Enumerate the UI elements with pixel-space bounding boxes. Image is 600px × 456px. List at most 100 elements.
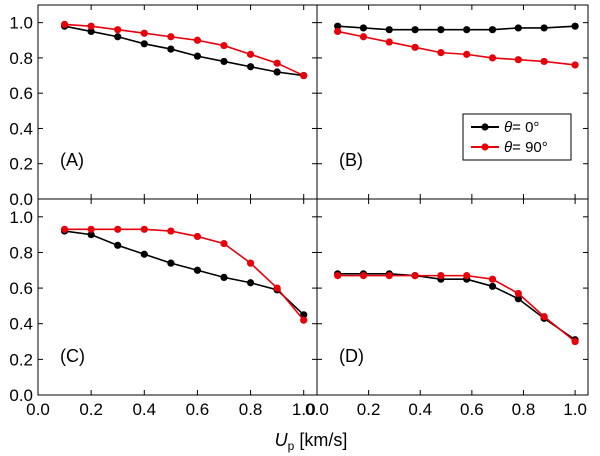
x-axis-title-sub: p <box>288 439 295 453</box>
y-tick-label: 0.4 <box>9 315 33 334</box>
y-tick-label: 0.8 <box>9 243 33 262</box>
data-point <box>334 272 342 280</box>
data-point <box>488 282 497 290</box>
legend-marker-0 <box>481 123 489 131</box>
data-point <box>273 68 281 76</box>
x-tick-label: 0.4 <box>132 400 156 419</box>
panel-2: 0.0 0.2 0.4 0.6 0.8 1.0 0.0 0.2 0.4 0.6 0.8 1.0 (C) <box>9 198 318 419</box>
data-point <box>167 259 175 267</box>
data-point <box>437 272 445 280</box>
y-tick-label: 0.2 <box>9 350 33 369</box>
data-point <box>140 225 148 233</box>
x-tick-label: 0.0 <box>305 400 329 419</box>
series-line-1 <box>337 30 576 66</box>
data-point <box>571 337 579 346</box>
series-line-1 <box>64 228 305 321</box>
y-tick-label: 0.0 <box>9 386 33 405</box>
data-point <box>514 24 522 32</box>
data-point <box>334 27 342 36</box>
data-point <box>193 232 202 241</box>
legend: θ= 0° θ= 90° <box>462 113 572 161</box>
data-point <box>246 63 255 71</box>
data-point <box>359 24 368 32</box>
x-tick-label: 0.2 <box>357 400 381 419</box>
y-tick-label: 0.6 <box>9 279 33 298</box>
data-point <box>437 49 445 57</box>
x-tick-label: 1.0 <box>292 400 316 419</box>
y-tick-label: 0.8 <box>9 49 33 68</box>
plot-layer: 0.0 0.2 0.4 0.6 0.8 1.0 (A) (B) 0.0 0.2 0.4 0.6 0.8 1… <box>9 4 589 419</box>
series-line-0 <box>337 25 576 31</box>
legend-entry-1: θ= 90° <box>504 139 548 156</box>
data-point <box>300 316 308 324</box>
data-point <box>359 272 368 280</box>
series-line-0 <box>64 25 304 77</box>
panel-label-0: (A) <box>60 150 84 170</box>
x-axis-title-main: U <box>275 430 289 450</box>
x-tick-label: 0.0 <box>26 400 50 419</box>
data-point <box>488 54 497 62</box>
data-point <box>220 41 228 50</box>
legend-text-1: = 90° <box>512 139 548 156</box>
data-point <box>60 225 69 233</box>
data-point <box>167 45 175 53</box>
data-point <box>220 239 228 248</box>
data-point <box>437 26 445 34</box>
series-line-1 <box>64 23 305 77</box>
data-point <box>140 29 148 37</box>
panel-3: 0.0 0.2 0.4 0.6 0.8 1.0 (D) <box>305 198 589 419</box>
data-point <box>87 231 95 239</box>
data-point <box>411 43 419 51</box>
series-line-0 <box>337 273 576 341</box>
series-line-1 <box>337 274 576 343</box>
data-point <box>87 225 95 233</box>
data-point <box>300 311 308 319</box>
data-point <box>385 38 393 46</box>
x-tick-label: 1.0 <box>563 400 587 419</box>
data-point <box>220 273 228 281</box>
data-point <box>385 272 393 280</box>
data-point <box>114 225 122 233</box>
data-point <box>359 33 368 41</box>
panel-label-2: (C) <box>60 346 85 366</box>
data-point <box>540 57 548 66</box>
panel-frame-3 <box>316 198 589 396</box>
legend-text-0: = 0° <box>512 119 539 136</box>
data-point <box>87 22 95 30</box>
data-point <box>193 36 202 44</box>
data-point <box>540 24 548 32</box>
data-point <box>540 313 548 321</box>
data-point <box>514 56 522 64</box>
y-tick-label: 1.0 <box>9 14 33 33</box>
data-point <box>193 52 202 60</box>
data-point <box>385 26 393 34</box>
data-point <box>246 259 255 267</box>
panel-label-1: (B) <box>339 150 363 170</box>
y-tick-label: 0.4 <box>9 119 33 138</box>
data-point <box>334 22 342 30</box>
x-axis-title-unit: [km/s] <box>294 430 347 450</box>
y-tick-label: 1.0 <box>9 208 33 227</box>
legend-entry-0: θ= 0° <box>504 119 539 136</box>
x-tick-label: 0.6 <box>186 400 210 419</box>
data-point <box>411 272 419 280</box>
x-tick-label: 0.8 <box>512 400 536 419</box>
legend-box <box>462 113 572 161</box>
data-point <box>463 26 471 34</box>
y-tick-label: 0.0 <box>9 190 33 209</box>
panel-1: (B) <box>316 4 589 200</box>
series-line-0 <box>64 230 305 316</box>
data-point <box>246 279 255 287</box>
y-tick-label: 0.6 <box>9 84 33 103</box>
y-tick-label: 0.2 <box>9 155 33 174</box>
legend-marker-1 <box>481 143 489 151</box>
x-tick-label: 0.6 <box>460 400 484 419</box>
data-point <box>300 71 308 80</box>
data-point <box>463 272 471 280</box>
x-tick-label: 0.4 <box>408 400 432 419</box>
data-point <box>140 250 148 258</box>
data-point <box>514 289 522 298</box>
x-tick-label: 0.8 <box>239 400 263 419</box>
data-point <box>273 59 281 67</box>
